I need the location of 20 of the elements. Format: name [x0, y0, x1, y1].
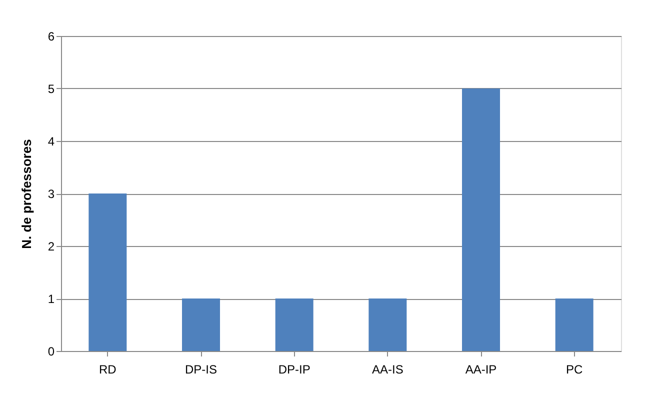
bar [462, 88, 500, 351]
x-tick-label: PC [566, 362, 583, 376]
y-tick-label: 5 [48, 82, 55, 96]
bar [555, 298, 594, 351]
y-tick-label: 4 [48, 134, 55, 148]
y-axis-title: N. de professores [18, 139, 34, 249]
y-tick-label: 0 [48, 344, 55, 358]
bar [368, 298, 407, 351]
x-tick-label: AA-IS [372, 362, 404, 376]
x-tick-label: DP-IS [184, 362, 218, 376]
y-tick-label: 3 [48, 187, 55, 201]
bar [275, 298, 314, 351]
x-tick-label: DP-IP [278, 362, 310, 376]
bar [88, 194, 127, 351]
y-tick-label: 2 [48, 240, 55, 254]
x-tick-label: AA-IP [465, 362, 497, 376]
y-tick-label: 1 [48, 292, 55, 306]
y-tick-label: 6 [48, 30, 55, 44]
x-tick-label: RD [98, 362, 117, 376]
bar [182, 298, 220, 351]
